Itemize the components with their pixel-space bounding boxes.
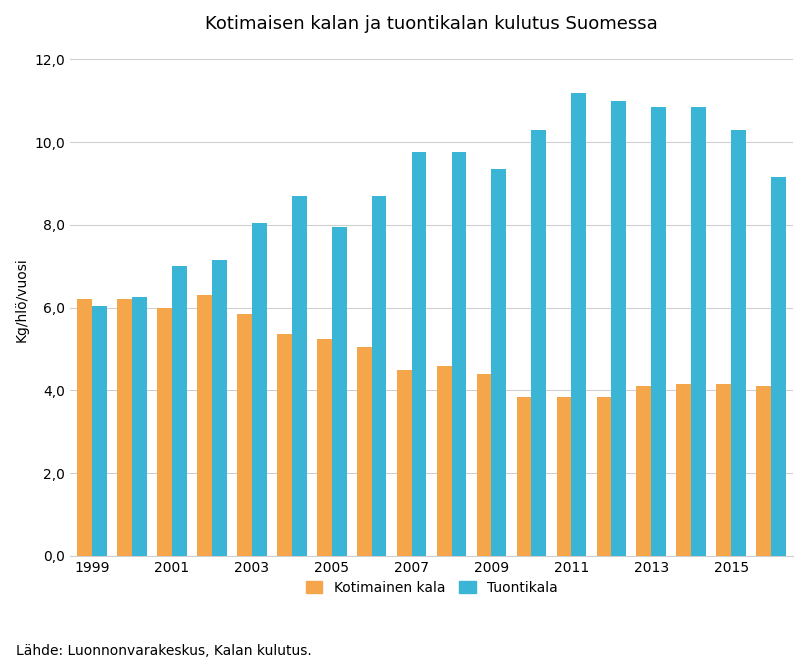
Text: Lähde: Luonnonvarakeskus, Kalan kulutus.: Lähde: Luonnonvarakeskus, Kalan kulutus. [16,644,312,658]
Bar [397,369,411,556]
Bar [277,334,292,556]
Bar [571,93,586,556]
Bar [78,299,92,556]
Bar [756,386,771,556]
Bar [637,386,651,556]
Bar [197,295,212,556]
Y-axis label: Kg/hlö/vuosi: Kg/hlö/vuosi [15,257,29,342]
Bar [596,397,612,556]
Bar [452,153,466,556]
Bar [132,297,147,556]
Bar [158,307,172,556]
Bar [516,397,532,556]
Bar [212,260,227,556]
Bar [317,338,332,556]
Bar [691,107,706,556]
Bar [491,169,507,556]
Legend: Kotimainen kala, Tuontikala: Kotimainen kala, Tuontikala [301,575,563,600]
Bar [651,107,666,556]
Title: Kotimaisen kalan ja tuontikalan kulutus Suomessa: Kotimaisen kalan ja tuontikalan kulutus … [205,15,658,33]
Bar [357,347,372,556]
Bar [372,196,386,556]
Bar [612,100,626,556]
Bar [717,384,731,556]
Bar [117,299,132,556]
Bar [676,384,691,556]
Bar [237,314,252,556]
Bar [532,130,546,556]
Bar [731,130,746,556]
Bar [292,196,306,556]
Bar [332,227,347,556]
Bar [252,223,267,556]
Bar [172,266,187,556]
Bar [557,397,571,556]
Bar [411,153,427,556]
Bar [437,366,452,556]
Bar [771,177,786,556]
Bar [92,305,107,556]
Bar [477,373,491,556]
